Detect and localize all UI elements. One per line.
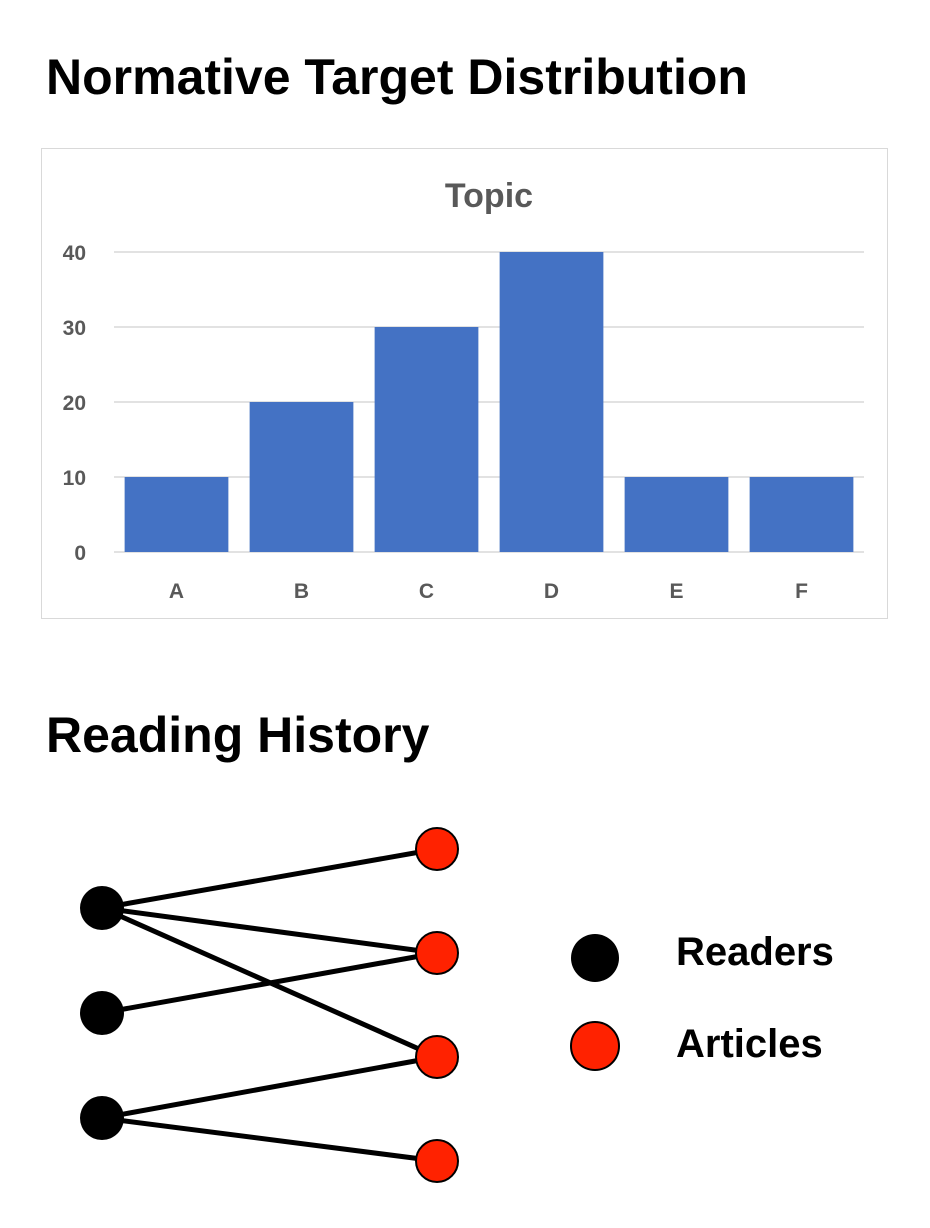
chart-frame: Topic 0 10 20 30 40 A B C D E F [41,148,888,619]
y-tick-label: 20 [63,392,86,415]
x-tick-label: A [169,580,184,603]
legend-readers-label: Readers [676,930,834,974]
y-tick-label: 0 [74,542,86,565]
bar-c [374,327,479,552]
reading-edge [101,905,438,956]
y-tick-label: 10 [63,467,86,490]
reading-edge [101,846,438,911]
legend-articles-marker [570,1021,620,1071]
section-title-reading-history: Reading History [46,707,430,763]
article-node [415,931,459,975]
article-node [415,827,459,871]
article-node [415,1035,459,1079]
bar-e [624,477,729,552]
x-tick-label: B [294,580,309,603]
reader-node [80,1096,124,1140]
bar-d [499,252,604,552]
bar-chart: Topic 0 10 20 30 40 A B C D E F [63,177,864,603]
article-node [415,1139,459,1183]
reading-edge [101,950,438,1016]
y-tick-label: 40 [63,242,86,265]
legend-articles-label: Articles [676,1022,823,1066]
reader-node [80,886,124,930]
page-title: Normative Target Distribution [46,49,748,105]
x-tick-label: E [669,580,683,603]
reading-edge [101,1115,438,1164]
y-tick-label: 30 [63,317,86,340]
reading-history-graph [80,827,620,1183]
x-tick-label: D [544,580,559,603]
reading-edge [101,1054,438,1121]
chart-title: Topic [445,177,533,215]
x-tick-label: C [419,580,434,603]
bar-b [249,402,354,552]
legend-readers-marker [571,934,619,982]
bar-a [124,477,229,552]
reader-node [80,991,124,1035]
bar-f [749,477,854,552]
x-tick-label: F [795,580,808,603]
